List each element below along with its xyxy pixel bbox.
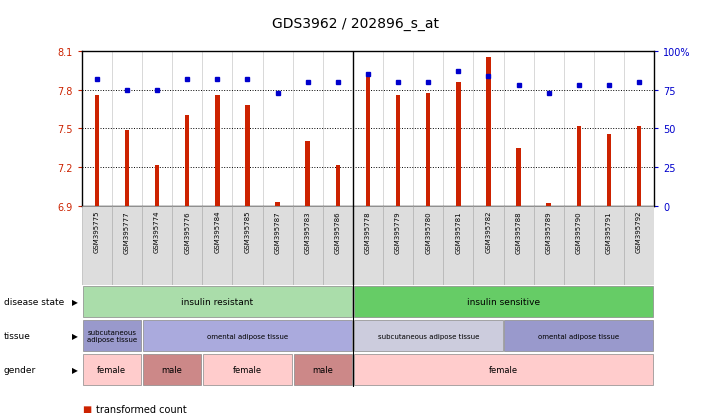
Bar [354, 354, 653, 385]
Text: GSM395786: GSM395786 [335, 211, 341, 253]
Bar [413, 206, 443, 285]
Bar [594, 206, 624, 285]
Bar [426, 94, 430, 206]
Bar [95, 95, 99, 206]
Bar [293, 206, 323, 285]
Bar [82, 206, 112, 285]
Bar [383, 206, 413, 285]
Text: gender: gender [4, 365, 36, 374]
Text: GSM395778: GSM395778 [365, 211, 371, 253]
Bar [275, 203, 280, 206]
Text: GSM395787: GSM395787 [274, 211, 281, 253]
Text: insulin resistant: insulin resistant [181, 297, 253, 306]
Bar [306, 142, 310, 206]
Bar [124, 131, 129, 206]
Bar [354, 320, 503, 351]
Bar [82, 354, 141, 385]
Bar [185, 116, 189, 206]
Text: female: female [233, 365, 262, 374]
Text: GDS3962 / 202896_s_at: GDS3962 / 202896_s_at [272, 17, 439, 31]
Bar [516, 148, 521, 206]
Bar [245, 106, 250, 206]
Text: GSM395790: GSM395790 [576, 211, 582, 253]
Bar [294, 354, 352, 385]
Text: ▶: ▶ [73, 297, 78, 306]
Bar [323, 206, 353, 285]
Text: GSM395775: GSM395775 [94, 211, 100, 253]
Bar [365, 74, 370, 206]
Text: GSM395781: GSM395781 [455, 211, 461, 253]
Text: female: female [97, 365, 127, 374]
Bar [504, 320, 653, 351]
Bar [486, 58, 491, 206]
Bar [142, 206, 172, 285]
Bar [396, 95, 400, 206]
Text: GSM395779: GSM395779 [395, 211, 401, 253]
Text: GSM395789: GSM395789 [545, 211, 552, 253]
Text: ■: ■ [82, 404, 91, 413]
Text: GSM395782: GSM395782 [486, 211, 491, 253]
Bar [547, 204, 551, 206]
Bar [624, 206, 654, 285]
Text: GSM395792: GSM395792 [636, 211, 642, 253]
Text: GSM395776: GSM395776 [184, 211, 191, 253]
Bar [215, 95, 220, 206]
Bar [503, 206, 534, 285]
Bar [443, 206, 474, 285]
Bar [353, 206, 383, 285]
Bar [82, 320, 141, 351]
Bar [534, 206, 564, 285]
Bar [112, 206, 142, 285]
Text: male: male [161, 365, 183, 374]
Bar [82, 286, 352, 318]
Text: tissue: tissue [4, 331, 31, 340]
Bar [155, 165, 159, 206]
Text: GSM395791: GSM395791 [606, 211, 612, 253]
Text: GSM395780: GSM395780 [425, 211, 431, 253]
Text: ▶: ▶ [73, 331, 78, 340]
Text: GSM395784: GSM395784 [214, 211, 220, 253]
Text: GSM395788: GSM395788 [515, 211, 522, 253]
Bar [202, 206, 232, 285]
Text: omental adipose tissue: omental adipose tissue [207, 333, 288, 339]
Bar [354, 286, 653, 318]
Text: ▶: ▶ [73, 365, 78, 374]
Text: GSM395785: GSM395785 [245, 211, 250, 253]
Text: insulin sensitive: insulin sensitive [467, 297, 540, 306]
Bar [172, 206, 202, 285]
Bar [143, 320, 352, 351]
Bar [456, 83, 461, 206]
Bar [336, 165, 340, 206]
Text: transformed count: transformed count [96, 404, 187, 413]
Bar [564, 206, 594, 285]
Text: subcutaneous adipose tissue: subcutaneous adipose tissue [378, 333, 479, 339]
Bar [474, 206, 503, 285]
Text: subcutaneous
adipose tissue: subcutaneous adipose tissue [87, 329, 137, 342]
Bar [143, 354, 201, 385]
Text: male: male [312, 365, 333, 374]
Text: female: female [489, 365, 518, 374]
Text: GSM395774: GSM395774 [154, 211, 160, 253]
Bar [232, 206, 262, 285]
Text: disease state: disease state [4, 297, 64, 306]
Bar [262, 206, 293, 285]
Bar [637, 126, 641, 206]
Bar [203, 354, 292, 385]
Text: GSM395777: GSM395777 [124, 211, 130, 253]
Bar [577, 126, 581, 206]
Bar [606, 134, 611, 206]
Text: GSM395783: GSM395783 [305, 211, 311, 253]
Text: omental adipose tissue: omental adipose tissue [538, 333, 619, 339]
